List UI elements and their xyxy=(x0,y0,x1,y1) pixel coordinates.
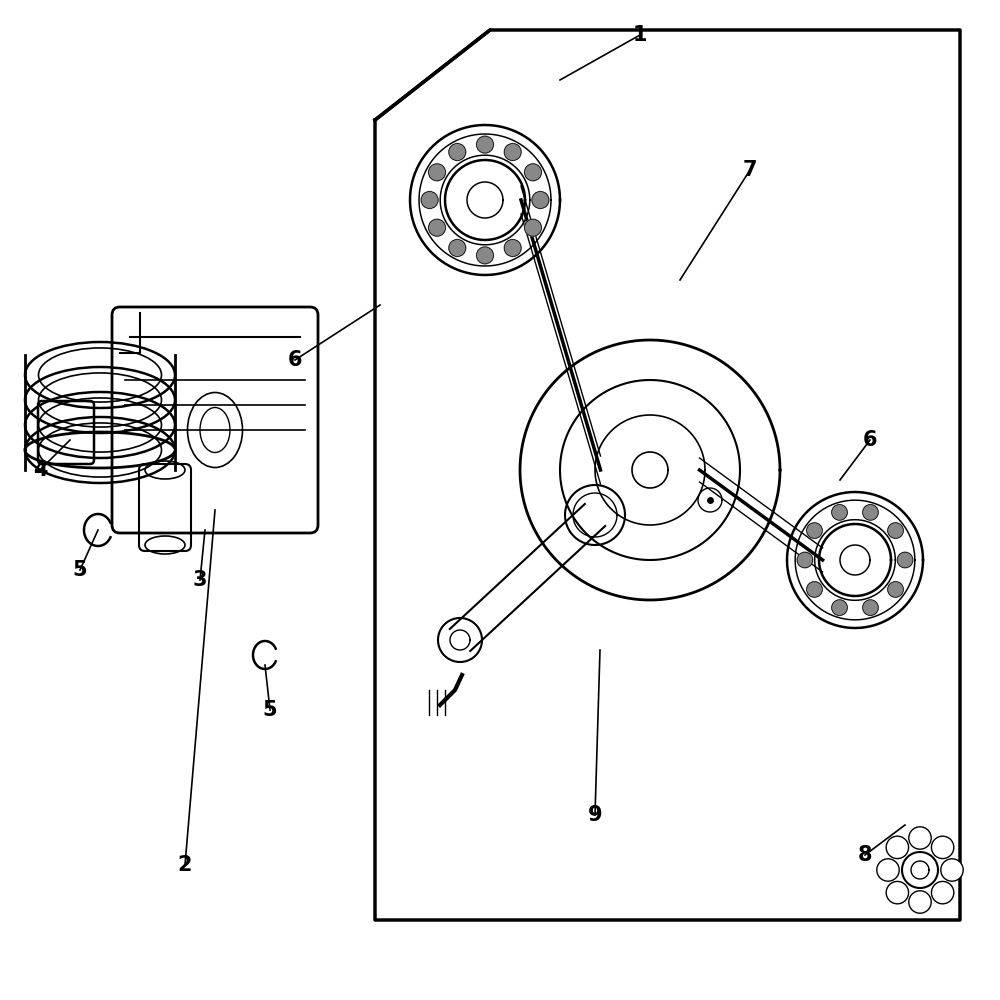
Circle shape xyxy=(421,192,438,208)
Circle shape xyxy=(504,239,521,256)
Circle shape xyxy=(886,881,909,904)
Circle shape xyxy=(832,505,847,520)
Text: 6: 6 xyxy=(288,350,302,370)
Text: 5: 5 xyxy=(73,560,87,580)
Circle shape xyxy=(477,247,493,264)
Circle shape xyxy=(449,144,466,161)
Circle shape xyxy=(931,881,954,904)
Circle shape xyxy=(863,600,878,615)
Text: 4: 4 xyxy=(33,460,47,480)
Circle shape xyxy=(888,523,903,538)
Circle shape xyxy=(877,859,899,881)
Circle shape xyxy=(863,505,878,520)
Circle shape xyxy=(807,582,822,597)
Circle shape xyxy=(504,144,521,161)
Circle shape xyxy=(429,219,446,236)
Text: 1: 1 xyxy=(633,25,647,45)
Circle shape xyxy=(909,891,931,913)
Circle shape xyxy=(832,600,847,615)
Text: 8: 8 xyxy=(858,845,872,865)
Circle shape xyxy=(886,836,909,859)
Circle shape xyxy=(524,219,541,236)
Circle shape xyxy=(909,827,931,849)
Circle shape xyxy=(449,239,466,256)
Circle shape xyxy=(931,836,954,859)
Text: 6: 6 xyxy=(863,430,877,450)
Text: 2: 2 xyxy=(178,855,192,875)
Text: 3: 3 xyxy=(193,570,207,590)
Circle shape xyxy=(897,552,913,568)
Text: 7: 7 xyxy=(743,160,757,180)
Circle shape xyxy=(797,552,813,568)
Circle shape xyxy=(477,136,493,153)
Circle shape xyxy=(429,164,446,181)
Circle shape xyxy=(941,859,963,881)
Circle shape xyxy=(888,582,903,597)
Circle shape xyxy=(807,523,822,538)
Circle shape xyxy=(524,164,541,181)
Text: 5: 5 xyxy=(263,700,277,720)
Text: 9: 9 xyxy=(588,805,602,825)
Circle shape xyxy=(532,192,549,208)
